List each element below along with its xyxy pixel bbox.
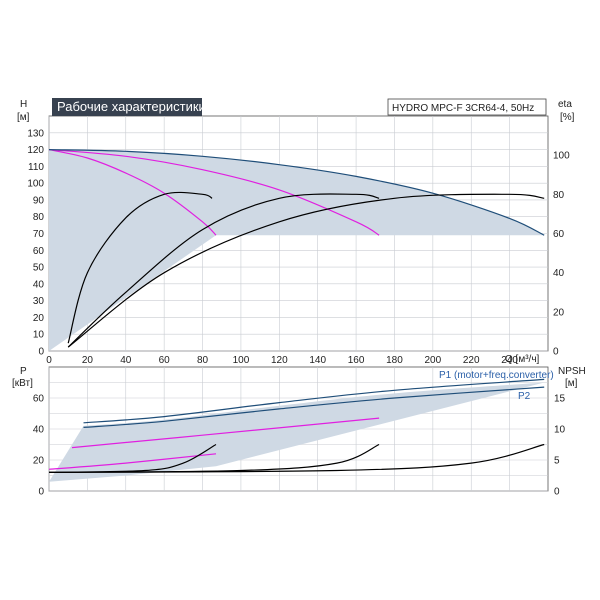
- eta-axis-unit: [%]: [560, 112, 575, 123]
- axis-ticks: 0 20 40 60 80 100 120 140 160 180 200 220 2400102030…: [27, 128, 570, 497]
- npsh-axis-unit: [м]: [565, 378, 578, 389]
- h-axis-unit: [м]: [17, 112, 30, 123]
- npsh-tick-label: 0: [554, 487, 560, 498]
- p-tick-label: 0: [38, 487, 44, 498]
- q-tick-label: 100: [233, 355, 250, 366]
- head-envelope: [49, 149, 545, 351]
- h-tick-label: 90: [33, 195, 45, 206]
- npsh-tick-label: 15: [554, 394, 566, 405]
- eta-1-pump-curve: [67, 191, 213, 344]
- q-tick-label: 160: [348, 355, 365, 366]
- q-tick-label: 140: [309, 355, 326, 366]
- h-tick-label: 60: [33, 246, 45, 257]
- h-tick-label: 50: [33, 263, 45, 274]
- eta-tick-label: 60: [553, 229, 565, 240]
- head-1-pump-curve: [48, 149, 217, 236]
- q-tick-label: 40: [120, 355, 132, 366]
- h-tick-label: 130: [27, 128, 44, 139]
- q-tick-label: 120: [271, 355, 288, 366]
- h-tick-label: 30: [33, 296, 45, 307]
- eta-tick-label: 0: [553, 347, 559, 358]
- q-tick-label: 60: [159, 355, 171, 366]
- eta-3-pumps-curve: [67, 193, 545, 348]
- head-3-pumps-curve: [48, 149, 545, 236]
- p-tick-label: 20: [33, 456, 45, 467]
- h-tick-label: 20: [33, 313, 45, 324]
- npsh-axis-label: NPSH: [558, 366, 586, 377]
- model-box: [387, 98, 547, 116]
- eta-tick-label: 80: [553, 190, 565, 201]
- eta-tick-label: 40: [553, 268, 565, 279]
- model-label: HYDRO MPC-F 3CR64-4, 50Hz: [392, 103, 534, 114]
- q-tick-label: 0: [46, 355, 52, 366]
- h-tick-label: 0: [38, 347, 44, 358]
- title-box: [52, 98, 202, 116]
- h-tick-label: 40: [33, 279, 45, 290]
- eta-tick-label: 20: [553, 307, 565, 318]
- power-envelope: [49, 382, 545, 482]
- q-tick-label: 240: [501, 355, 518, 366]
- q-tick-label: 220: [463, 355, 480, 366]
- p2-series-label: P2: [518, 391, 531, 402]
- p-1-pump-curve: [48, 453, 217, 470]
- series-curve: [83, 378, 545, 424]
- chart-title: Рабочие характеристики: [57, 99, 206, 114]
- p1-series-label: P1 (motor+freq.converter): [439, 370, 554, 381]
- q-tick-label: 180: [386, 355, 403, 366]
- eta-tick-label: 100: [553, 151, 570, 162]
- h-tick-label: 120: [27, 145, 44, 156]
- series-curve: [83, 386, 545, 428]
- bottom-curves: [48, 378, 545, 473]
- npsh-3-pumps-curve: [48, 443, 545, 473]
- h-tick-label: 10: [33, 330, 45, 341]
- q-tick-label: 20: [82, 355, 94, 366]
- q-tick-label: 80: [197, 355, 209, 366]
- head-2-pumps-curve: [48, 149, 380, 236]
- h-tick-label: 80: [33, 212, 45, 223]
- eta-axis-label: eta: [558, 99, 572, 110]
- eta-2-pumps-curve: [67, 193, 380, 348]
- q-axis-label: Q [м³/ч]: [505, 354, 540, 365]
- npsh-tick-label: 5: [554, 456, 560, 467]
- npsh-tick-label: 10: [554, 425, 566, 436]
- h-axis-label: H: [20, 99, 27, 110]
- p-tick-label: 60: [33, 394, 45, 405]
- h-tick-label: 110: [28, 162, 44, 173]
- p-tick-label: 40: [33, 425, 45, 436]
- p-axis-unit: [кВт]: [12, 378, 33, 389]
- top-curves: [48, 149, 545, 348]
- q-tick-label: 200: [425, 355, 442, 366]
- h-tick-label: 70: [33, 229, 45, 240]
- h-tick-label: 100: [27, 179, 44, 190]
- p-axis-label: P: [20, 366, 27, 377]
- p-2-pumps-curve: [71, 417, 380, 449]
